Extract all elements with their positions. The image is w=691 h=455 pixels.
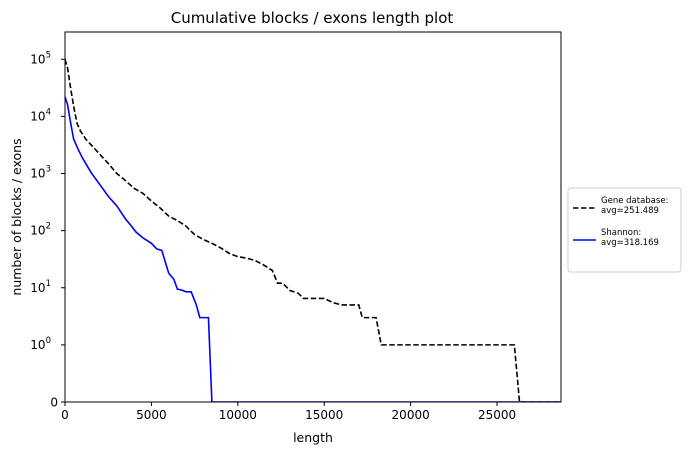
x-tick-label: 15000 [305,408,343,422]
y-tick-label: 105 [30,50,51,66]
y-tick-label: 103 [30,165,51,181]
legend-sublabel-1: avg=318.169 [601,238,659,248]
y-tick-label: 100 [30,336,51,352]
legend: Gene database:avg=251.489 Shannon:avg=318… [567,187,682,273]
legend-label-1: Shannon: [601,228,641,238]
x-axis-label: length [293,430,333,445]
y-tick-label: 101 [30,279,51,295]
x-axis: 0 5000 10000 15000 20000 25000 [61,402,516,422]
legend-sublabel-0: avg=251.489 [601,206,659,216]
series-line-0 [65,59,561,402]
x-tick-label: 10000 [219,408,257,422]
series-line-1 [65,96,561,402]
plot-frame [64,31,562,403]
x-tick-label: 20000 [392,408,430,422]
x-tick-label: 5000 [136,408,167,422]
y-tick-label: 104 [30,107,51,123]
y-tick-label: 0 [50,396,58,410]
y-tick-label: 102 [30,222,51,238]
y-axis: 0 100 101 102 103 104 105 [30,50,65,410]
legend-label-0: Gene database: [601,196,668,206]
chart-title: Cumulative blocks / exons length plot [171,9,454,27]
y-axis-label: number of blocks / exons [9,138,24,295]
legend-box [567,187,682,273]
x-tick-label: 25000 [478,408,516,422]
x-tick-label: 0 [61,408,69,422]
plot-area [65,59,561,402]
